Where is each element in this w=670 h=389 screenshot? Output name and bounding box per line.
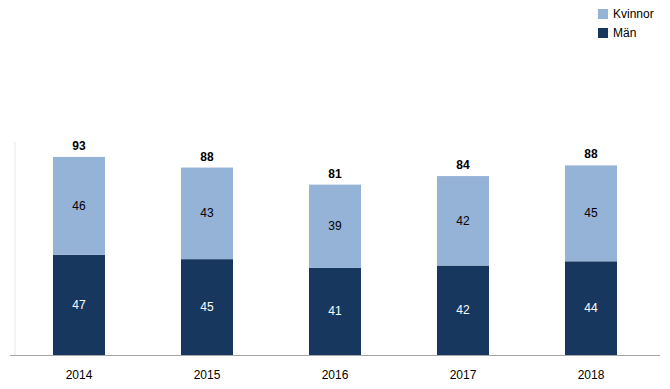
data-label: 45 — [200, 300, 214, 314]
chart-container: 47 45 41 42 44 46 43 39 42 45 93 88 81 84 88 2014 2015 20… — [0, 0, 670, 389]
legend-swatch — [598, 28, 608, 38]
data-label: 45 — [584, 206, 598, 220]
total-label: 81 — [328, 167, 342, 181]
data-label: 42 — [456, 303, 470, 317]
bar-segment — [309, 185, 361, 268]
bar-segment — [437, 176, 489, 265]
legend-swatch — [598, 9, 608, 19]
total-label: 84 — [456, 158, 470, 172]
bar-segment — [565, 261, 617, 355]
x-axis-line — [10, 355, 660, 356]
y-axis-line — [15, 142, 16, 355]
bar-segment — [437, 266, 489, 355]
total-label: 88 — [584, 147, 598, 161]
chart-svg: 47 45 41 42 44 46 43 39 42 45 93 88 81 84 88 2014 2015 20… — [0, 0, 670, 389]
bar-segment — [181, 259, 233, 355]
total-label: 93 — [72, 139, 86, 153]
legend-label: Kvinnor — [613, 7, 654, 21]
bar-segment — [309, 268, 361, 355]
data-label: 42 — [456, 214, 470, 228]
data-label: 39 — [328, 219, 342, 233]
data-label: 46 — [72, 199, 86, 213]
bar-segment — [565, 165, 617, 261]
x-tick-label: 2017 — [450, 368, 477, 382]
bar-segment — [53, 255, 105, 355]
legend: Kvinnor Män — [598, 7, 654, 40]
x-tick-label: 2016 — [322, 368, 349, 382]
bar-segment — [53, 157, 105, 255]
labels: 47 45 41 42 44 46 43 39 42 45 93 88 81 84 88 — [72, 139, 598, 318]
x-tick-label: 2018 — [578, 368, 605, 382]
x-tick-label: 2014 — [66, 368, 93, 382]
data-label: 47 — [72, 298, 86, 312]
legend-label: Män — [613, 26, 636, 40]
total-label: 88 — [200, 150, 214, 164]
bar-segment — [181, 168, 233, 260]
x-tick-label: 2015 — [194, 368, 221, 382]
data-label: 44 — [584, 301, 598, 315]
data-label: 41 — [328, 304, 342, 318]
data-label: 43 — [200, 206, 214, 220]
bars — [53, 157, 617, 355]
